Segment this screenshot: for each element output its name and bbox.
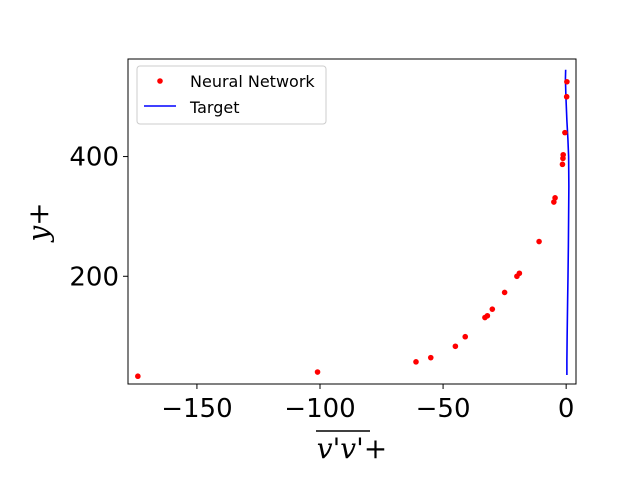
data-point	[484, 312, 491, 319]
series-line-target	[564, 69, 570, 376]
data-point	[489, 306, 496, 312]
x-tick-label: −50	[416, 394, 471, 424]
x-tick-label: −150	[161, 394, 232, 424]
legend-box	[136, 65, 327, 125]
x-tick-label: 0	[558, 394, 575, 424]
data-point	[135, 373, 141, 380]
data-layer	[135, 69, 570, 380]
data-point	[516, 270, 523, 277]
y-tick-label: 200	[69, 262, 119, 292]
y-axis-label: y+	[22, 202, 55, 243]
x-tick-label: −100	[284, 394, 355, 424]
data-point	[427, 354, 434, 361]
legend-label-neural-network: Neural Network	[190, 72, 315, 91]
data-point	[563, 93, 570, 100]
legend-label-target: Target	[189, 98, 240, 117]
x-axis-label: v'v'+	[316, 430, 388, 465]
data-point	[462, 333, 469, 340]
data-point	[559, 161, 566, 168]
data-point	[564, 78, 570, 85]
y-tick-label: 400	[69, 143, 119, 173]
data-point	[560, 151, 566, 158]
plot-frame	[127, 58, 577, 385]
data-point	[413, 359, 419, 365]
data-point	[452, 343, 459, 350]
legend-marker-neural-network	[157, 78, 163, 84]
x-axis-label-text: v'v'+	[317, 432, 388, 465]
legend: Neural Network Target	[136, 65, 327, 125]
ticks-layer: −150 −100 −50 0 200 400	[69, 143, 574, 424]
data-point	[314, 369, 321, 375]
data-point	[501, 289, 508, 296]
data-point	[536, 238, 542, 245]
data-point	[562, 129, 568, 136]
data-point	[552, 195, 558, 201]
